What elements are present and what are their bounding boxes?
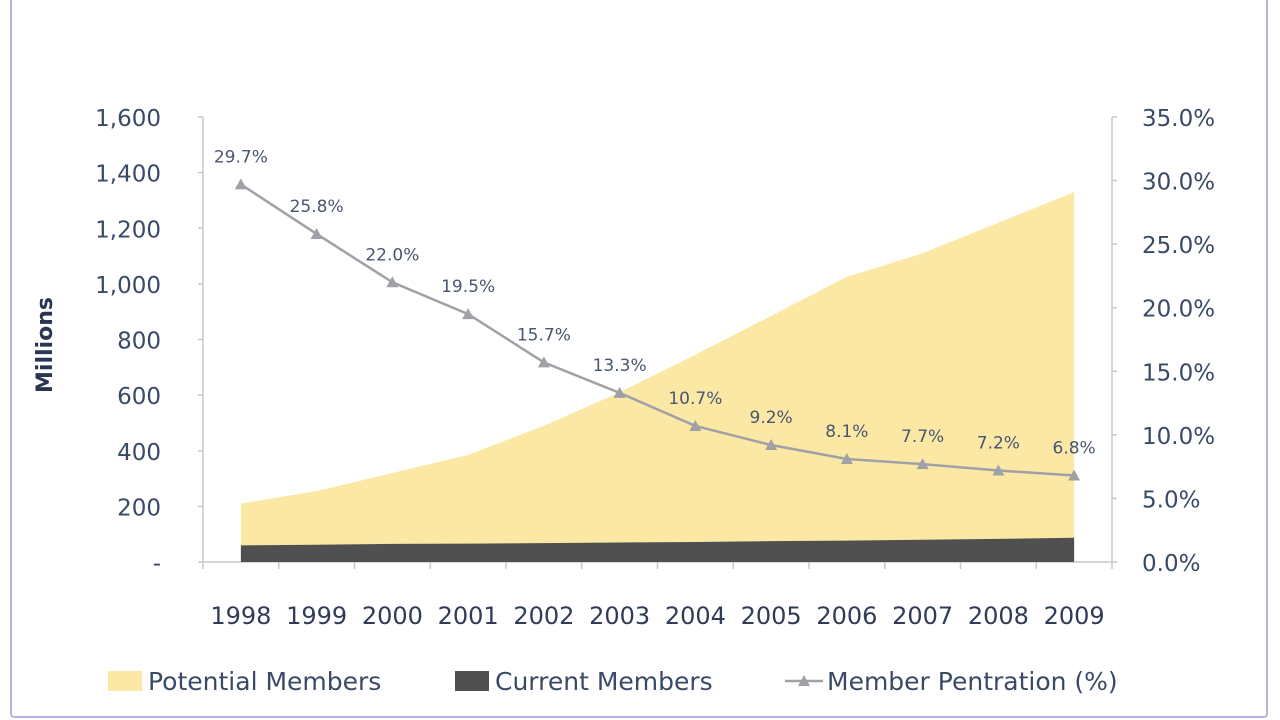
- y-axis-title: Millions: [33, 297, 58, 393]
- x-tick-label: 1999: [286, 602, 347, 630]
- x-tick-label: 2002: [513, 602, 574, 630]
- legend-label-current-members: Current Members: [495, 667, 713, 696]
- penetration-marker: [310, 227, 323, 239]
- y2-tick-label: 0.0%: [1142, 551, 1200, 577]
- chart-frame: [10, 0, 1268, 718]
- penetration-data-label: 6.8%: [1053, 439, 1096, 459]
- y2-tick-label: 5.0%: [1142, 487, 1200, 513]
- y2-tick-label: 15.0%: [1142, 360, 1215, 386]
- legend-label-member-penetration: Member Pentration (%): [827, 667, 1118, 696]
- x-tick-label: 2009: [1044, 602, 1105, 630]
- y-tick-label: 600: [117, 384, 161, 410]
- penetration-marker: [689, 419, 702, 431]
- penetration-marker: [765, 439, 778, 451]
- penetration-data-label: 15.7%: [517, 325, 571, 345]
- y2-tick-label: 20.0%: [1142, 297, 1215, 323]
- y-tick-label: 1,400: [95, 162, 161, 188]
- y2-tick-label: 30.0%: [1142, 170, 1215, 196]
- area-potential-members: [240, 192, 1075, 562]
- penetration-data-label: 7.7%: [901, 427, 944, 447]
- penetration-data-label: 9.2%: [750, 408, 793, 428]
- y-tick-label: 200: [117, 495, 161, 521]
- penetration-marker: [386, 276, 399, 288]
- legend-label-potential-members: Potential Members: [148, 667, 381, 696]
- penetration-data-label: 8.1%: [825, 422, 868, 442]
- x-tick-label: 2000: [362, 602, 423, 630]
- x-tick-label: 2004: [665, 602, 726, 630]
- x-tick-label: 2006: [816, 602, 877, 630]
- penetration-marker: [1068, 469, 1081, 481]
- penetration-marker: [840, 453, 853, 465]
- legend: Potential Members Current Members Member P…: [108, 667, 1118, 696]
- penetration-data-label: 19.5%: [441, 277, 495, 297]
- x-tick-label: 1998: [210, 602, 271, 630]
- y2-tick-label: 25.0%: [1142, 233, 1215, 259]
- data-labels: 29.7% 25.8% 22.0% 19.5% 15.7% 13.3% 10.7% 9.2% 8…: [214, 147, 1096, 458]
- areas: [240, 192, 1075, 562]
- penetration-marker: [992, 464, 1005, 476]
- y2-tick-label: 10.0%: [1142, 424, 1215, 450]
- line-member-penetration: [240, 183, 1075, 477]
- legend-swatch-current-members: [455, 671, 489, 691]
- legend-swatch-potential-members: [108, 671, 142, 691]
- y-tick-label: -: [153, 551, 161, 577]
- x-tick-label: 2003: [589, 602, 650, 630]
- x-tick-label: 2007: [892, 602, 953, 630]
- y-tick-label: 1,000: [95, 273, 161, 299]
- penetration-data-label: 29.7%: [214, 147, 268, 167]
- penetration-marker: [462, 308, 475, 320]
- area-current-members: [240, 537, 1075, 562]
- penetration-marker: [916, 458, 929, 470]
- penetration-line: [234, 178, 1081, 481]
- penetration-data-label: 25.8%: [290, 197, 344, 217]
- y2-tick-label: 35.0%: [1142, 106, 1215, 132]
- x-tick-label: 2008: [968, 602, 1029, 630]
- penetration-marker: [234, 178, 247, 190]
- x-tick-label: 2005: [741, 602, 802, 630]
- y-tick-label: 1,600: [95, 106, 161, 132]
- y-tick-label: 1,200: [95, 217, 161, 243]
- penetration-marker: [537, 356, 550, 368]
- tick-labels: - 200 400 600 800 1,000 1,200 1,400 1,600 0.0% 5.0…: [95, 106, 1215, 630]
- penetration-data-label: 7.2%: [977, 433, 1020, 453]
- y-tick-label: 800: [117, 329, 161, 355]
- legend-marker-member-penetration: [798, 675, 810, 686]
- penetration-data-label: 10.7%: [668, 389, 722, 409]
- x-tick-label: 2001: [438, 602, 499, 630]
- penetration-data-label: 13.3%: [593, 356, 647, 376]
- penetration-data-label: 22.0%: [365, 245, 419, 265]
- y-tick-label: 400: [117, 440, 161, 466]
- penetration-marker: [613, 386, 626, 398]
